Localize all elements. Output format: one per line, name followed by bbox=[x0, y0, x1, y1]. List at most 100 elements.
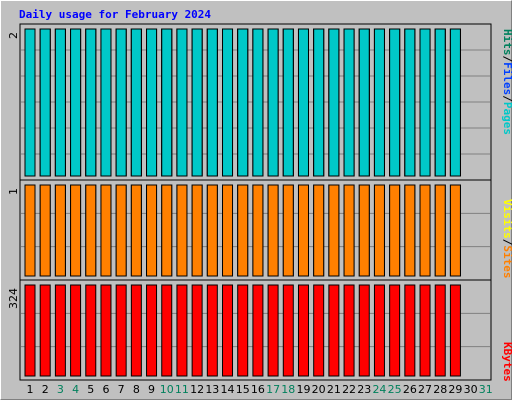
bar-kbytes-14 bbox=[222, 284, 234, 377]
day-label: 10 bbox=[160, 383, 174, 396]
bar-sites-12 bbox=[191, 184, 203, 277]
bar-sites-6 bbox=[100, 184, 112, 277]
bar-kbytes-5 bbox=[85, 284, 97, 377]
bar-kbytes-28 bbox=[434, 284, 446, 377]
bar-kbytes-29 bbox=[449, 284, 461, 377]
bar-sites-29 bbox=[449, 184, 461, 277]
bar-pages-5 bbox=[85, 28, 97, 177]
day-label: 15 bbox=[236, 383, 250, 396]
bar-pages-27 bbox=[419, 28, 431, 177]
bar-sites-3 bbox=[54, 184, 66, 277]
chart-title: Daily usage for February 2024 bbox=[19, 8, 212, 21]
bar-kbytes-6 bbox=[100, 284, 112, 377]
day-label: 19 bbox=[296, 383, 310, 396]
bar-sites-16 bbox=[252, 184, 264, 277]
bar-pages-7 bbox=[115, 28, 127, 177]
day-label: 1 bbox=[27, 383, 34, 396]
day-label: 25 bbox=[388, 383, 402, 396]
day-label: 9 bbox=[148, 383, 155, 396]
bar-kbytes-25 bbox=[389, 284, 401, 377]
bar-pages-22 bbox=[343, 28, 355, 177]
day-label: 20 bbox=[312, 383, 326, 396]
bar-sites-13 bbox=[206, 184, 218, 277]
day-label: 31 bbox=[479, 383, 493, 396]
bar-pages-1 bbox=[24, 28, 36, 177]
legend-item-kbytes: KBytes bbox=[501, 342, 512, 382]
day-label: 3 bbox=[57, 383, 64, 396]
bar-sites-24 bbox=[373, 184, 385, 277]
bar-kbytes-17 bbox=[267, 284, 279, 377]
legend-item-hits: Hits bbox=[501, 29, 512, 56]
bar-kbytes-8 bbox=[130, 284, 142, 377]
y-max-label: 2 bbox=[7, 32, 20, 39]
bar-pages-28 bbox=[434, 28, 446, 177]
legend-bottom: KBytes bbox=[501, 342, 512, 382]
bar-pages-23 bbox=[358, 28, 370, 177]
day-label: 14 bbox=[221, 383, 235, 396]
bar-kbytes-16 bbox=[252, 284, 264, 377]
day-label: 16 bbox=[251, 383, 265, 396]
legend-item-files: Files bbox=[501, 62, 512, 95]
bar-kbytes-12 bbox=[191, 284, 203, 377]
day-label: 17 bbox=[266, 383, 280, 396]
bar-kbytes-19 bbox=[297, 284, 309, 377]
day-label: 30 bbox=[464, 383, 478, 396]
bar-pages-11 bbox=[176, 28, 188, 177]
y-max-label: 324 bbox=[7, 288, 20, 309]
bar-kbytes-15 bbox=[237, 284, 249, 377]
bar-pages-12 bbox=[191, 28, 203, 177]
day-label: 22 bbox=[342, 383, 356, 396]
day-label: 24 bbox=[372, 383, 386, 396]
bar-sites-7 bbox=[115, 184, 127, 277]
bar-pages-10 bbox=[161, 28, 173, 177]
day-label: 11 bbox=[175, 383, 189, 396]
day-label: 28 bbox=[433, 383, 447, 396]
bar-kbytes-10 bbox=[161, 284, 173, 377]
bar-pages-3 bbox=[54, 28, 66, 177]
day-label: 13 bbox=[205, 383, 219, 396]
bar-sites-5 bbox=[85, 184, 97, 277]
bar-pages-15 bbox=[237, 28, 249, 177]
bar-kbytes-7 bbox=[115, 284, 127, 377]
legend-item-visits: Visits bbox=[501, 199, 512, 239]
bar-pages-21 bbox=[328, 28, 340, 177]
day-label: 18 bbox=[281, 383, 295, 396]
bar-kbytes-20 bbox=[313, 284, 325, 377]
bar-pages-9 bbox=[146, 28, 158, 177]
legend-middle: Visits/Sites bbox=[501, 199, 512, 279]
bar-sites-23 bbox=[358, 184, 370, 277]
bar-kbytes-27 bbox=[419, 284, 431, 377]
bar-kbytes-1 bbox=[24, 284, 36, 377]
bar-pages-8 bbox=[130, 28, 142, 177]
bar-kbytes-26 bbox=[404, 284, 416, 377]
day-label: 29 bbox=[448, 383, 462, 396]
bar-pages-20 bbox=[313, 28, 325, 177]
bar-pages-19 bbox=[297, 28, 309, 177]
bar-sites-17 bbox=[267, 184, 279, 277]
bar-kbytes-2 bbox=[39, 284, 51, 377]
day-label: 26 bbox=[403, 383, 417, 396]
bar-sites-18 bbox=[282, 184, 294, 277]
bar-sites-27 bbox=[419, 184, 431, 277]
bar-pages-14 bbox=[222, 28, 234, 177]
bar-kbytes-24 bbox=[373, 284, 385, 377]
day-label: 5 bbox=[87, 383, 94, 396]
bar-kbytes-9 bbox=[146, 284, 158, 377]
day-label: 23 bbox=[357, 383, 371, 396]
bar-sites-22 bbox=[343, 184, 355, 277]
bar-pages-6 bbox=[100, 28, 112, 177]
bar-sites-2 bbox=[39, 184, 51, 277]
bar-sites-1 bbox=[24, 184, 36, 277]
bar-sites-26 bbox=[404, 184, 416, 277]
day-label: 27 bbox=[418, 383, 432, 396]
bar-sites-28 bbox=[434, 184, 446, 277]
day-label: 7 bbox=[118, 383, 125, 396]
bar-kbytes-22 bbox=[343, 284, 355, 377]
bar-pages-18 bbox=[282, 28, 294, 177]
day-label: 8 bbox=[133, 383, 140, 396]
bar-sites-4 bbox=[70, 184, 82, 277]
bar-pages-24 bbox=[373, 28, 385, 177]
day-label: 6 bbox=[102, 383, 109, 396]
bar-sites-20 bbox=[313, 184, 325, 277]
